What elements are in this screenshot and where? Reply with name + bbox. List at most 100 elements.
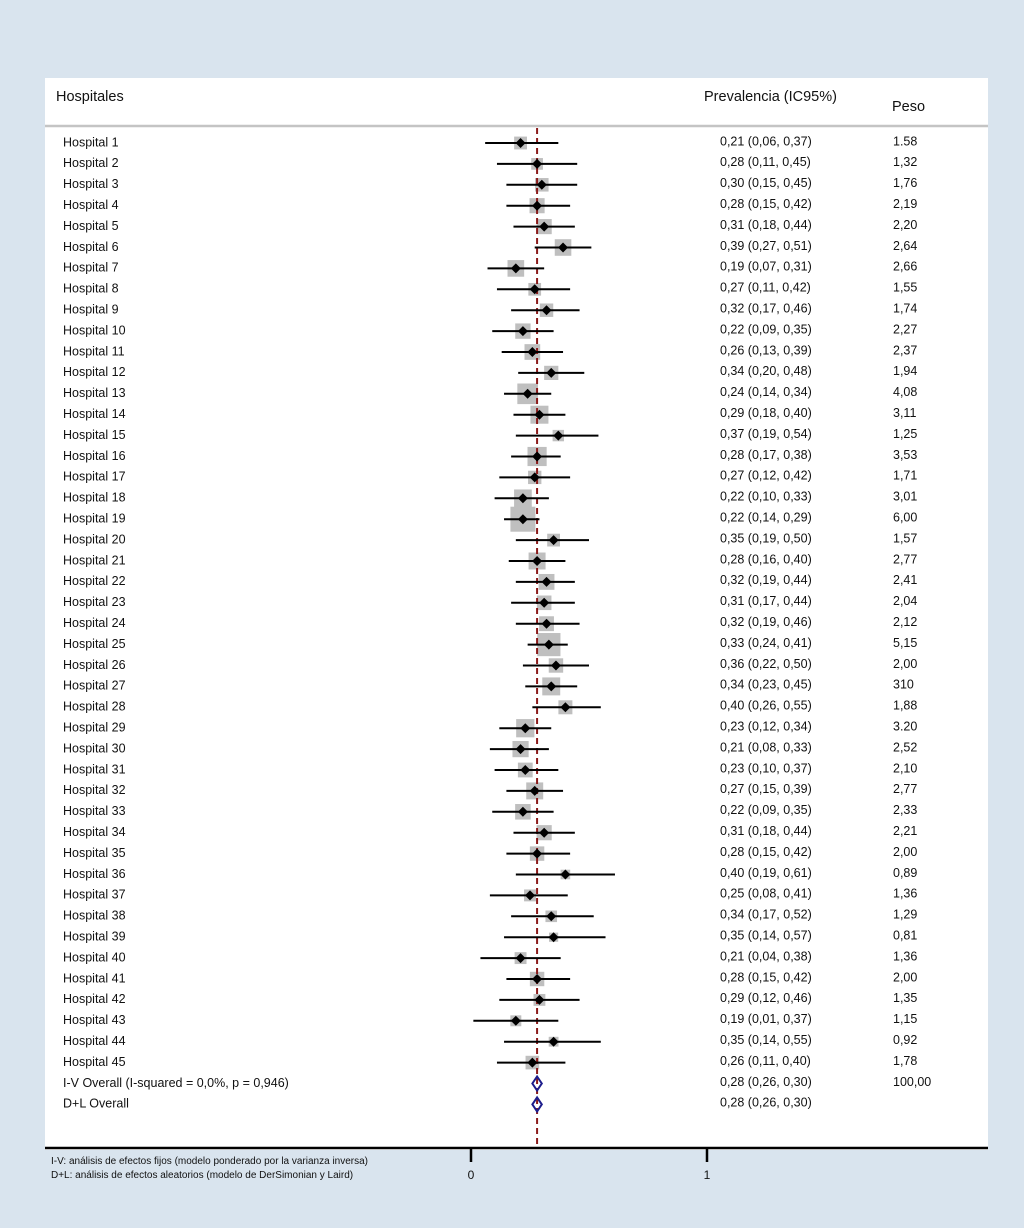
point-estimate (520, 723, 531, 734)
ci-text: 0,35 (0,19, 0,50) (720, 531, 812, 545)
ci-text: 0,21 (0,08, 0,33) (720, 740, 812, 754)
point-estimate (515, 744, 526, 755)
weight-text: 0,81 (893, 928, 917, 942)
weight-text: 2,10 (893, 761, 917, 775)
ci-text: 0,29 (0,18, 0,40) (720, 406, 812, 420)
study-label: Hospital 36 (63, 867, 126, 881)
study-label: Hospital 42 (63, 992, 126, 1006)
overall-diamond (531, 1095, 544, 1114)
weight-text: 1,36 (893, 949, 917, 963)
ci-text: 0,40 (0,19, 0,61) (720, 866, 812, 880)
ci-text: 0,30 (0,15, 0,45) (720, 176, 812, 190)
weight-text: 2,19 (893, 197, 917, 211)
overall-diamond (531, 1074, 544, 1093)
ci-text: 0,28 (0,16, 0,40) (720, 552, 812, 566)
header-prevalence: Prevalencia (IC95%) (704, 89, 837, 105)
point-estimate (517, 806, 528, 817)
ci-text: 0,40 (0,26, 0,55) (720, 699, 812, 713)
point-estimate (539, 597, 550, 608)
study-label: Hospital 2 (63, 156, 119, 170)
study-label: Hospital 15 (63, 428, 126, 442)
study-label: Hospital 29 (63, 720, 126, 734)
ci-text: 0,36 (0,22, 0,50) (720, 657, 812, 671)
weight-text: 1,88 (893, 699, 917, 713)
ci-text: 0,25 (0,08, 0,41) (720, 887, 812, 901)
weight-text: 1,55 (893, 281, 917, 295)
ci-text: 0,35 (0,14, 0,57) (720, 928, 812, 942)
study-label: Hospital 23 (63, 595, 126, 609)
study-label: Hospital 43 (63, 1013, 126, 1027)
x-tick-label: 0 (468, 1168, 475, 1182)
point-estimate (560, 869, 571, 880)
point-estimate (558, 242, 569, 253)
ci-text: 0,27 (0,11, 0,42) (720, 281, 811, 295)
weight-text: 2,77 (893, 782, 917, 796)
weight-text: 0,89 (893, 866, 917, 880)
study-label: Hospital 37 (63, 888, 126, 902)
point-estimate (532, 158, 543, 169)
overall-label: I-V Overall (I-squared = 0,0%, p = 0,946… (63, 1076, 289, 1090)
study-label: Hospital 12 (63, 365, 126, 379)
study-label: Hospital 6 (63, 240, 119, 254)
point-estimate (541, 618, 552, 629)
ci-text: 0,32 (0,17, 0,46) (720, 301, 812, 315)
study-label: Hospital 7 (63, 261, 119, 275)
ci-text: 0,22 (0,09, 0,35) (720, 803, 812, 817)
header-hospitals: Hospitales (56, 89, 124, 105)
point-estimate (541, 305, 552, 316)
weight-text: 5,15 (893, 636, 917, 650)
x-tick-label: 1 (704, 1168, 711, 1182)
study-label: Hospital 20 (63, 532, 126, 546)
point-estimate (510, 1015, 521, 1026)
point-estimate (515, 953, 526, 964)
weight-text: 2,27 (893, 322, 917, 336)
study-label: Hospital 35 (63, 846, 126, 860)
ci-text: 0,34 (0,23, 0,45) (720, 678, 812, 692)
point-estimate (546, 911, 557, 922)
plot-panel (45, 78, 988, 1150)
ci-text: 0,22 (0,14, 0,29) (720, 510, 812, 524)
ci-text: 0,29 (0,12, 0,46) (720, 991, 812, 1005)
ci-text: 0,23 (0,10, 0,37) (720, 761, 812, 775)
point-estimate (520, 765, 531, 775)
weight-text: 4,08 (893, 385, 917, 399)
study-label: Hospital 18 (63, 491, 126, 505)
weight-text: 2,20 (893, 218, 917, 232)
study-label: Hospital 13 (63, 386, 126, 400)
study-label: Hospital 45 (63, 1055, 126, 1069)
point-estimate (532, 974, 543, 984)
weight-text: 2,41 (893, 573, 917, 587)
point-estimate (532, 200, 543, 211)
study-label: Hospital 5 (63, 219, 119, 233)
weight-text: 2,33 (893, 803, 917, 817)
ci-text: 0,27 (0,12, 0,42) (720, 469, 812, 483)
footnote-iv: I-V: análisis de efectos fijos (modelo p… (51, 1156, 369, 1167)
ci-text: 0,27 (0,15, 0,39) (720, 782, 812, 796)
ci-text: 0,37 (0,19, 0,54) (720, 427, 812, 441)
point-estimate (517, 514, 528, 525)
study-label: Hospital 19 (63, 511, 126, 525)
ci-text: 0,31 (0,18, 0,44) (720, 824, 812, 838)
weight-text: 2,64 (893, 239, 917, 253)
ci-text: 0,28 (0,15, 0,42) (720, 970, 812, 984)
study-label: Hospital 31 (63, 762, 126, 776)
weight-text: 1,57 (893, 531, 917, 545)
point-estimate (517, 326, 528, 337)
point-estimate (510, 263, 521, 274)
ci-text: 0,32 (0,19, 0,44) (720, 573, 812, 587)
point-estimate (548, 535, 559, 546)
weight-text: 2,00 (893, 657, 917, 671)
ci-text: 0,34 (0,20, 0,48) (720, 364, 812, 378)
study-label: Hospital 39 (63, 929, 126, 943)
point-estimate (517, 493, 528, 504)
point-estimate (543, 639, 554, 650)
ci-text: 0,33 (0,24, 0,41) (720, 636, 812, 650)
weight-text: 1,78 (893, 1054, 917, 1068)
weight-text: 2,52 (893, 740, 917, 754)
overall-ci-text: 0,28 (0,26, 0,30) (720, 1096, 812, 1110)
point-estimate (548, 1036, 559, 1047)
ci-text: 0,39 (0,27, 0,51) (720, 239, 812, 253)
ci-text: 0,22 (0,10, 0,33) (720, 490, 812, 504)
ci-text: 0,31 (0,18, 0,44) (720, 218, 812, 232)
header-weight: Peso (892, 99, 926, 115)
